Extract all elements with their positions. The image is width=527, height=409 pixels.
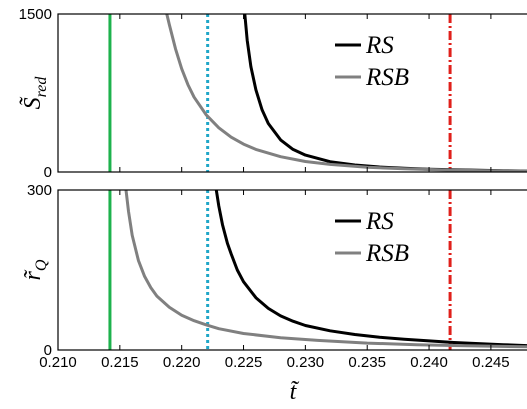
x-tick-label: 0.240 bbox=[410, 354, 448, 371]
top-y-tick-label: 1500 bbox=[19, 6, 52, 23]
bottom-legend: RS RSB bbox=[335, 208, 409, 267]
bottom-x-ticks: 0.210 0.215 0.220 0.225 0.230 0.235 0.240 0.245 bbox=[39, 190, 510, 371]
x-tick-label: 0.220 bbox=[163, 354, 201, 371]
bottom-series-rs-line bbox=[214, 190, 527, 348]
x-tick-label: 0.210 bbox=[39, 354, 77, 371]
bottom-legend-label-rsb: RSB bbox=[365, 240, 409, 267]
bottom-plot-frame bbox=[57, 189, 527, 351]
top-panel: 0 1500 S̃red RS RSB bbox=[19, 6, 527, 181]
bottom-y-tick-label: 300 bbox=[27, 182, 52, 199]
bottom-y-axis-label: r̃Q bbox=[20, 259, 50, 280]
top-legend-label-rsb: RSB bbox=[365, 64, 409, 91]
bottom-y-tick-label: 0 bbox=[44, 342, 52, 359]
bottom-panel: 0 300 0.210 0.215 0.220 0.225 0.230 0.235 0.240… bbox=[20, 182, 527, 405]
top-plot-frame bbox=[57, 13, 527, 173]
bottom-y-axis-symbol: r̃ bbox=[20, 269, 46, 280]
x-tick-label: 0.215 bbox=[101, 354, 139, 371]
x-tick-label: 0.225 bbox=[225, 354, 263, 371]
x-tick-label: 0.230 bbox=[287, 354, 325, 371]
bottom-series-group bbox=[124, 190, 527, 349]
top-series-rsb-line bbox=[165, 14, 527, 172]
top-x-ticks bbox=[57, 14, 492, 172]
top-y-ticks: 0 1500 bbox=[19, 6, 63, 181]
top-y-axis-symbol: S̃ bbox=[19, 96, 46, 109]
top-y-axis-subscript: red bbox=[33, 76, 50, 98]
x-tick-label: 0.235 bbox=[348, 354, 386, 371]
top-reference-lines bbox=[108, 14, 452, 172]
bottom-series-rsb-line bbox=[124, 190, 527, 349]
bottom-y-ticks: 0 300 bbox=[27, 182, 63, 359]
x-tick-label: 0.245 bbox=[472, 354, 510, 371]
top-y-tick-label: 0 bbox=[44, 164, 52, 181]
bottom-reference-lines bbox=[108, 190, 452, 350]
x-axis-label: t̃ bbox=[290, 379, 300, 405]
top-legend-label-rs: RS bbox=[365, 32, 394, 59]
bottom-y-axis-subscript: Q bbox=[33, 259, 50, 271]
top-legend: RS RSB bbox=[335, 32, 409, 91]
bottom-legend-label-rs: RS bbox=[365, 208, 394, 235]
top-series-group bbox=[165, 14, 527, 172]
top-y-axis-label: S̃red bbox=[19, 76, 50, 110]
